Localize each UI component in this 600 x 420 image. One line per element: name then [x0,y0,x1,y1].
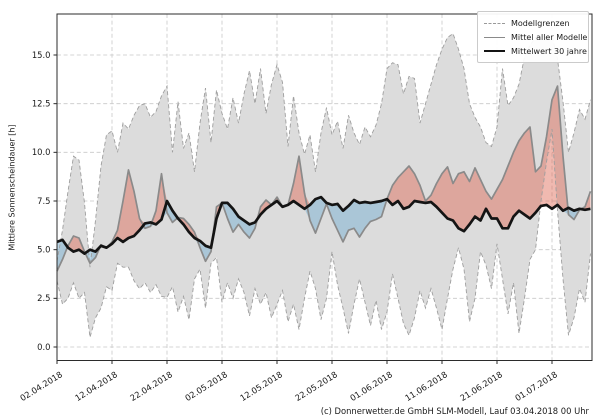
y-tick-label: 15.0 [32,50,51,60]
x-tick-label: 02.05.2018 [183,369,229,403]
x-axis: 02.04.2018 12.04.2018 22.04.2018 02.05.2018… [18,360,559,403]
x-tick-label: 22.05.2018 [293,369,339,403]
x-tick-label: 12.05.2018 [238,369,284,403]
plot-area-border [56,13,593,361]
x-tick-label: 02.04.2018 [18,369,64,403]
legend-label: Mittel aller Modelle [511,32,588,42]
legend-item-model-bounds: Modellgrenzen [484,16,582,30]
x-tick-label: 12.04.2018 [73,369,119,403]
legend-label: Mittelwert 30 jahre [511,46,587,56]
legend-label: Modellgrenzen [511,18,570,28]
y-axis-label: Mittlere Sonnenscheindauer [h] [7,124,17,251]
footer-credit: (c) Donnerwetter.de GmbH SLM-Modell, Lau… [320,406,589,416]
model-bounds-area [57,33,591,338]
legend: Modellgrenzen Mittel aller Modelle Mitte… [477,11,589,63]
legend-item-climate-mean: Mittelwert 30 jahre [484,44,587,58]
model-lower-bound-line [56,128,591,338]
black-line-icon [484,50,505,52]
x-tick-label: 01.07.2018 [513,369,559,403]
x-tick-label: 21.06.2018 [458,369,504,403]
x-tick-label: 01.06.2018 [348,369,394,403]
x-tick-label: 11.06.2018 [403,369,449,403]
y-tick-label: 12.5 [32,99,51,109]
y-tick-label: 5.0 [37,245,50,255]
gray-line-icon [484,36,505,38]
y-axis: 0.0 2.5 5.0 7.5 10.0 12.5 15.0 [32,50,57,352]
model-mean-line [56,85,592,272]
y-tick-label: 10.0 [32,147,51,157]
y-tick-label: 2.5 [37,293,50,303]
above-climate-fill [57,86,591,254]
y-tick-label: 0.0 [37,342,50,352]
legend-item-model-mean: Mittel aller Modelle [484,30,587,44]
model-upper-bound-line [56,32,591,268]
x-tick-label: 22.04.2018 [128,369,174,403]
dashed-line-icon [484,22,505,24]
climate-mean-line [56,195,591,255]
y-tick-label: 7.5 [37,196,50,206]
